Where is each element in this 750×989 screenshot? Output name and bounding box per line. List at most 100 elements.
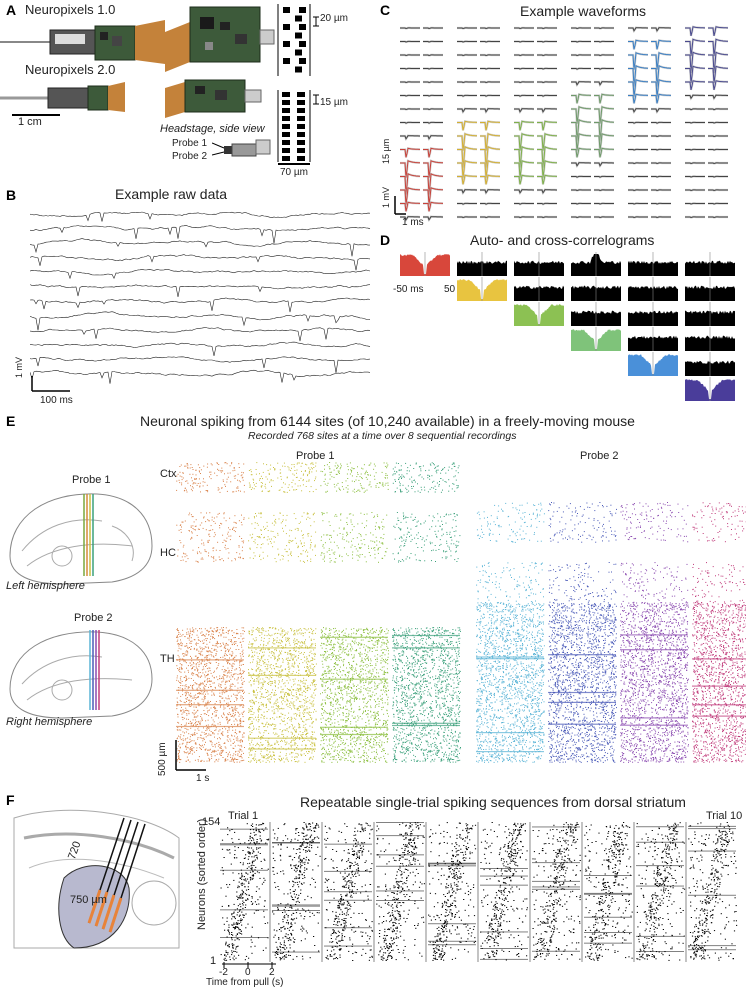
spike — [382, 543, 384, 545]
spike — [387, 641, 389, 643]
spike — [349, 462, 351, 464]
spike — [270, 755, 271, 757]
spike — [223, 714, 225, 716]
spike — [289, 703, 290, 705]
spike — [210, 672, 212, 674]
spike — [322, 673, 324, 675]
spike — [213, 682, 215, 684]
spike — [225, 520, 227, 522]
spike — [239, 731, 241, 733]
spike — [235, 737, 237, 739]
spike — [385, 736, 387, 737]
spike — [279, 652, 281, 654]
spike — [253, 701, 255, 703]
spike — [309, 688, 311, 690]
spike — [238, 715, 240, 717]
spike — [189, 467, 191, 469]
spike — [284, 741, 286, 743]
spike — [333, 469, 335, 471]
spike — [364, 697, 366, 699]
spike — [260, 695, 262, 697]
spike — [242, 677, 244, 679]
spike — [306, 674, 307, 676]
spike — [205, 703, 207, 705]
spike — [236, 632, 238, 634]
spike — [243, 491, 245, 493]
spike — [262, 551, 264, 553]
spike — [242, 542, 244, 544]
waveform-mean — [708, 65, 728, 84]
spike — [182, 477, 184, 479]
spike — [192, 672, 194, 674]
spike — [297, 745, 299, 747]
spike — [257, 668, 259, 670]
spike — [286, 673, 288, 674]
spike — [311, 694, 313, 696]
spike — [201, 543, 203, 545]
spike — [341, 486, 343, 488]
spike — [217, 738, 218, 740]
spike — [277, 658, 278, 660]
spike — [370, 474, 371, 476]
spike — [326, 753, 328, 755]
spike — [288, 548, 290, 550]
spike — [198, 756, 200, 758]
spike — [329, 712, 331, 714]
spike — [378, 486, 380, 488]
spike — [279, 716, 280, 717]
spike — [274, 685, 276, 687]
spike — [266, 525, 268, 527]
spike — [281, 632, 283, 634]
spike — [182, 731, 184, 733]
spike — [374, 713, 376, 715]
spike — [386, 728, 388, 730]
spike — [220, 522, 222, 524]
spike — [181, 716, 183, 718]
spike — [240, 677, 242, 679]
spike — [384, 477, 386, 479]
spike — [196, 648, 198, 650]
spike — [354, 546, 356, 547]
raw-trace — [30, 284, 371, 297]
spike — [194, 669, 196, 671]
spike — [296, 469, 298, 471]
spike — [243, 692, 244, 694]
spike — [225, 462, 227, 464]
spike — [310, 560, 312, 562]
spike — [340, 657, 342, 658]
spike — [235, 559, 236, 561]
spike — [281, 697, 283, 699]
spike — [239, 751, 240, 753]
spike — [275, 522, 277, 524]
spike — [213, 721, 215, 723]
spike — [325, 658, 327, 660]
spike — [253, 690, 255, 692]
spike — [367, 647, 369, 649]
spike — [191, 753, 193, 755]
spike — [192, 735, 193, 736]
spike — [303, 679, 305, 681]
spike — [186, 667, 187, 669]
spike — [211, 694, 213, 696]
spike — [224, 655, 226, 657]
spike — [223, 560, 224, 562]
spike — [188, 741, 190, 743]
spike — [202, 672, 204, 674]
spike — [280, 476, 282, 477]
spike — [353, 632, 355, 634]
spike — [204, 713, 206, 715]
spike — [261, 692, 263, 694]
spike — [369, 483, 371, 485]
spike — [216, 516, 218, 518]
spike — [286, 641, 288, 642]
spike — [325, 628, 327, 630]
spike — [216, 667, 218, 669]
waveform-mean — [514, 94, 534, 97]
spike — [182, 717, 184, 718]
spike — [195, 742, 197, 744]
spike — [289, 653, 291, 655]
spike — [195, 716, 197, 718]
spike — [217, 733, 219, 735]
spike — [351, 544, 353, 546]
spike — [287, 673, 289, 675]
